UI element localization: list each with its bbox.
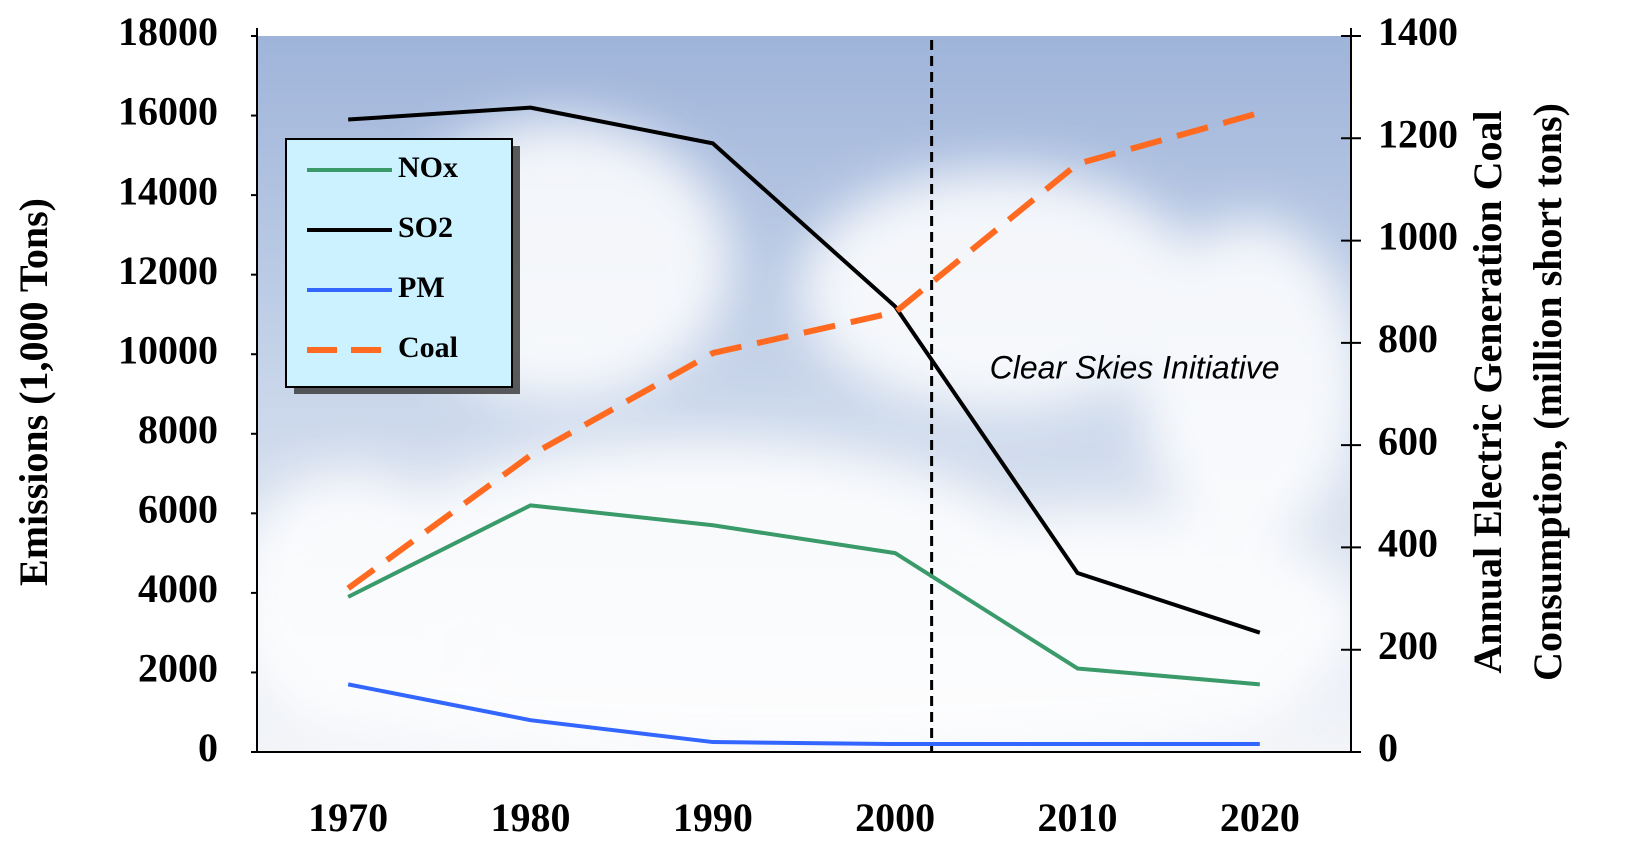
x-tick-label: 2000 <box>855 795 935 840</box>
y-tick-label: 14000 <box>118 168 218 213</box>
y2-tick-label: 200 <box>1378 623 1438 668</box>
x-tick-label: 2020 <box>1220 795 1300 840</box>
annotation-label: Clear Skies Initiative <box>990 349 1280 385</box>
y-tick-label: 18000 <box>118 9 218 54</box>
legend-label: Coal <box>398 331 458 364</box>
legend-label: NOx <box>398 151 458 184</box>
y-axis-title: Emissions (1,000 Tons) <box>11 198 56 586</box>
series-line <box>348 105 1261 635</box>
y-tick-label: 8000 <box>138 407 218 452</box>
y2-axis-title: Consumption, (million short tons) <box>1525 103 1570 681</box>
x-tick-label: 1970 <box>308 795 388 840</box>
series-line <box>346 109 1261 591</box>
series-line <box>347 682 1260 747</box>
y2-tick-label: 1400 <box>1378 9 1458 54</box>
y-tick-label: 4000 <box>138 566 218 611</box>
x-tick-label: 1990 <box>673 795 753 840</box>
legend-label: PM <box>398 271 445 304</box>
y2-tick-label: 400 <box>1378 521 1438 566</box>
legend-label: SO2 <box>398 211 453 244</box>
y2-tick-label: 1200 <box>1378 111 1458 156</box>
y-tick-label: 0 <box>198 725 218 770</box>
y2-tick-label: 1000 <box>1378 214 1458 259</box>
y-tick-label: 2000 <box>138 646 218 691</box>
y-tick-label: 10000 <box>118 327 218 372</box>
y2-tick-label: 0 <box>1378 725 1398 770</box>
y2-axis-title: Annual Electric Generation Coal <box>1465 110 1510 673</box>
y2-tick-label: 600 <box>1378 418 1438 463</box>
x-tick-label: 2010 <box>1038 795 1118 840</box>
y2-tick-label: 800 <box>1378 316 1438 361</box>
x-tick-label: 1980 <box>491 795 571 840</box>
plot-background <box>230 36 1360 760</box>
series-line <box>347 503 1261 687</box>
y-tick-label: 6000 <box>138 487 218 532</box>
y-tick-label: 16000 <box>118 89 218 134</box>
y-tick-label: 12000 <box>118 248 218 293</box>
